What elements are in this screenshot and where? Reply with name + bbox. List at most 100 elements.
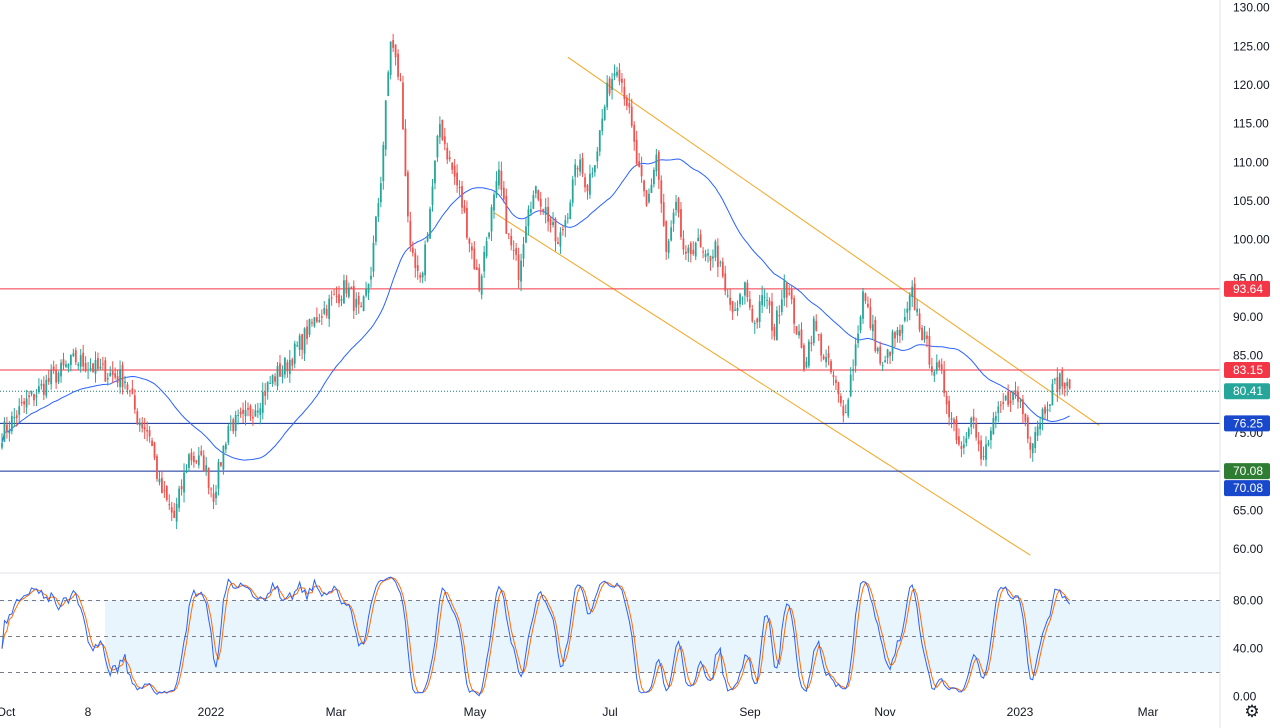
candle: [874, 316, 877, 353]
candle-body: [657, 151, 660, 180]
candle: [867, 296, 869, 309]
candle: [97, 352, 99, 372]
candle: [8, 420, 11, 442]
candle: [446, 142, 449, 164]
candle: [901, 324, 904, 341]
time-axis-ticks[interactable]: Oct 8 2022 Mar May Jul Sep Nov 2023 Mar: [0, 705, 1158, 719]
candle: [119, 360, 121, 394]
candle: [438, 116, 441, 144]
candle: [1026, 414, 1029, 444]
candle: [714, 239, 717, 262]
candle: [1046, 401, 1049, 422]
candle: [1051, 379, 1054, 406]
candle-body: [1041, 408, 1044, 421]
candle-body: [143, 426, 146, 430]
candle: [697, 228, 700, 242]
candle-body: [266, 381, 269, 393]
candle: [793, 295, 796, 334]
candle: [57, 371, 60, 385]
candle-body: [13, 416, 16, 419]
candle-body: [473, 248, 476, 269]
candle: [579, 153, 581, 176]
candle: [296, 341, 299, 348]
candle-body: [429, 208, 431, 239]
candle-body: [488, 232, 490, 237]
gear-icon[interactable]: ⚙: [1244, 702, 1260, 722]
candle: [729, 288, 732, 311]
candle: [707, 248, 709, 263]
candle: [313, 316, 316, 328]
candle: [869, 298, 872, 331]
candle: [436, 134, 439, 162]
candle-body: [569, 202, 572, 220]
candle-body: [185, 471, 188, 473]
candle-body: [438, 124, 441, 138]
candle-body: [916, 308, 919, 313]
candle: [89, 358, 92, 372]
candle-body: [918, 313, 921, 330]
candle: [35, 389, 38, 407]
candle-body: [69, 355, 72, 365]
candle-body: [180, 486, 183, 490]
candle: [65, 360, 67, 369]
candle: [810, 335, 813, 352]
candle: [284, 356, 286, 379]
candle: [896, 326, 899, 343]
candle: [1031, 443, 1034, 462]
candle-body: [783, 280, 786, 298]
candle: [407, 169, 409, 223]
candle-body: [357, 295, 360, 305]
candle-body: [291, 359, 294, 366]
candle-body: [384, 100, 387, 150]
candle-body: [935, 362, 938, 371]
candle-body: [188, 454, 190, 468]
price-tag-label: 83.15: [1233, 363, 1263, 377]
candle: [871, 314, 874, 341]
candle: [367, 283, 370, 301]
candle-body: [527, 209, 530, 226]
candle-body: [298, 335, 301, 350]
candle-body: [532, 195, 535, 209]
candle: [274, 373, 276, 386]
candle: [630, 98, 633, 128]
oscillator-tick-label: 40.00: [1233, 641, 1263, 655]
candle-body: [807, 341, 810, 366]
candle-body: [207, 467, 210, 488]
candle-body: [229, 422, 232, 425]
candle: [960, 441, 963, 458]
candle-body: [151, 440, 153, 446]
candle-body: [148, 430, 151, 437]
candle: [822, 354, 825, 361]
candle: [682, 230, 685, 255]
candle-body: [156, 456, 158, 479]
candle: [79, 349, 82, 373]
time-tick-label: May: [464, 705, 487, 719]
candle-body: [65, 364, 67, 367]
candle-body: [859, 316, 862, 331]
candle-body: [340, 299, 343, 301]
candle-body: [803, 345, 805, 370]
candle: [859, 315, 862, 334]
candle-body: [389, 41, 392, 75]
candle: [168, 494, 171, 510]
candle: [827, 345, 830, 366]
candle: [318, 313, 321, 323]
candle: [483, 245, 486, 278]
candle: [908, 292, 911, 321]
candle-body: [131, 388, 134, 394]
candle: [355, 292, 358, 316]
candle-body: [392, 40, 395, 48]
candle-body: [992, 417, 995, 435]
candle-body: [1034, 432, 1037, 449]
candle-body: [561, 228, 564, 231]
candle: [653, 167, 655, 188]
candle-body: [382, 144, 385, 182]
candle: [702, 247, 704, 259]
candle-body: [746, 282, 749, 298]
candle: [104, 357, 107, 382]
candle-body: [138, 422, 141, 426]
candle: [74, 347, 77, 366]
candle: [370, 266, 372, 288]
candle-body: [129, 390, 131, 392]
